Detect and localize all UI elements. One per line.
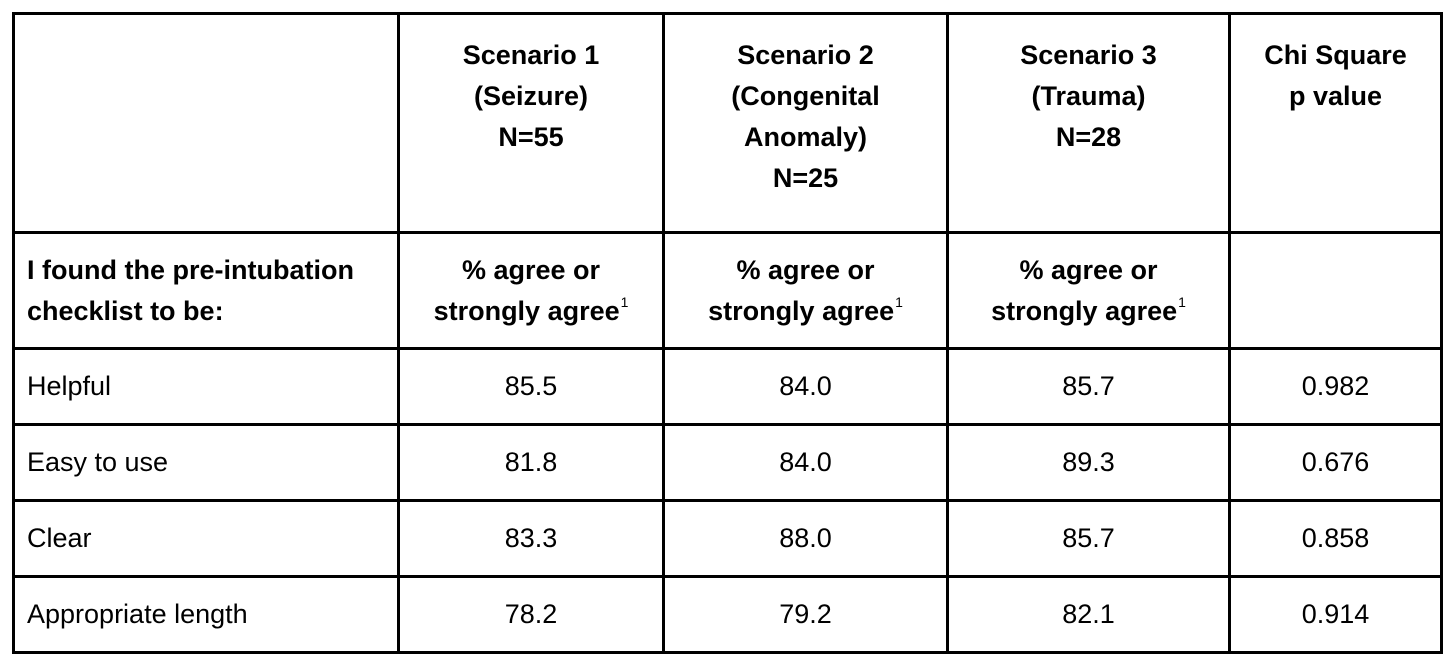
table-row: Appropriate length 78.2 79.2 82.1 0.914 [12, 575, 1443, 654]
header-scenario-2-n: N=25 [772, 163, 839, 193]
subheader-row: I found the pre-intubation checklist to … [12, 231, 1443, 350]
table-row: Helpful 85.5 84.0 85.7 0.982 [12, 347, 1443, 426]
table-row: Clear 83.3 88.0 85.7 0.858 [12, 499, 1443, 578]
footnote-marker: 1 [620, 293, 629, 310]
subheader-scenario-3-line1: % agree or [1019, 254, 1158, 285]
subheader-scenario-2: % agree or strongly agree1 [662, 231, 949, 350]
subheader-label: I found the pre-intubation checklist to … [12, 231, 400, 350]
header-scenario-3-title: Scenario 3 [1020, 40, 1157, 70]
header-scenario-2-type-line1: (Congenital [731, 81, 880, 111]
subheader-scenario-3-line2-wrap: strongly agree1 [949, 291, 1228, 332]
table-cell-p-value: 0.982 [1228, 347, 1443, 426]
subheader-label-line1: I found the pre-intubation [27, 254, 354, 285]
header-scenario-2-type-line2: Anomaly) [743, 122, 868, 152]
subheader-scenario-2-line2: strongly agree [708, 295, 895, 326]
header-scenario-3-n: N=28 [1055, 122, 1122, 152]
table-cell-scenario-2: 88.0 [662, 499, 949, 578]
header-scenario-3: Scenario 3 (Trauma) N=28 [946, 12, 1231, 234]
subheader-chi-square-empty [1228, 231, 1443, 350]
subheader-scenario-1: % agree or strongly agree1 [397, 231, 665, 350]
header-scenario-1: Scenario 1 (Seizure) N=55 [397, 12, 665, 234]
header-chi-square: Chi Square p value [1228, 12, 1443, 234]
footnote-marker: 1 [1178, 293, 1186, 310]
table-cell-scenario-2: 79.2 [662, 575, 949, 654]
table-cell-scenario-3: 85.7 [946, 499, 1231, 578]
table-cell-p-value: 0.676 [1228, 423, 1443, 502]
subheader-scenario-1-line2-wrap: strongly agree1 [400, 291, 662, 332]
header-scenario-3-type: (Trauma) [1031, 81, 1146, 111]
table-cell-scenario-1: 78.2 [397, 575, 665, 654]
subheader-scenario-2-line1: % agree or [736, 254, 875, 285]
subheader-scenario-1-line2: strongly agree [433, 295, 620, 326]
subheader-scenario-3: % agree or strongly agree1 [946, 231, 1231, 350]
subheader-scenario-1-line1: % agree or [461, 254, 601, 285]
table-cell-scenario-3: 82.1 [946, 575, 1231, 654]
row-label: Clear [12, 499, 400, 578]
header-row: Scenario 1 (Seizure) N=55 Scenario 2 (Co… [12, 12, 1443, 234]
results-table: Scenario 1 (Seizure) N=55 Scenario 2 (Co… [12, 12, 1443, 654]
header-scenario-2-title: Scenario 2 [737, 40, 874, 70]
table-cell-scenario-1: 81.8 [397, 423, 665, 502]
header-scenario-2: Scenario 2 (Congenital Anomaly) N=25 [662, 12, 949, 234]
subheader-scenario-2-line2-wrap: strongly agree1 [665, 291, 946, 332]
subheader-scenario-3-line2: strongly agree [991, 295, 1178, 326]
table-row: Easy to use 81.8 84.0 89.3 0.676 [12, 423, 1443, 502]
table-cell-scenario-2: 84.0 [662, 347, 949, 426]
table-cell-scenario-2: 84.0 [662, 423, 949, 502]
footnote-marker: 1 [895, 293, 903, 310]
subheader-label-line2: checklist to be: [27, 295, 224, 326]
table-cell-p-value: 0.914 [1228, 575, 1443, 654]
table-cell-scenario-1: 83.3 [397, 499, 665, 578]
row-label: Helpful [12, 347, 400, 426]
table-cell-scenario-3: 89.3 [946, 423, 1231, 502]
table-cell-scenario-1: 85.5 [397, 347, 665, 426]
header-scenario-1-title: Scenario 1 [462, 40, 600, 70]
header-corner-cell [12, 12, 400, 234]
header-scenario-1-type: (Seizure) [473, 81, 589, 111]
header-chi-square-line2: p value [1288, 81, 1383, 111]
row-label: Easy to use [12, 423, 400, 502]
row-label: Appropriate length [12, 575, 400, 654]
header-chi-square-line1: Chi Square [1264, 40, 1407, 70]
table-cell-p-value: 0.858 [1228, 499, 1443, 578]
header-scenario-1-n: N=55 [498, 122, 564, 152]
table-cell-scenario-3: 85.7 [946, 347, 1231, 426]
